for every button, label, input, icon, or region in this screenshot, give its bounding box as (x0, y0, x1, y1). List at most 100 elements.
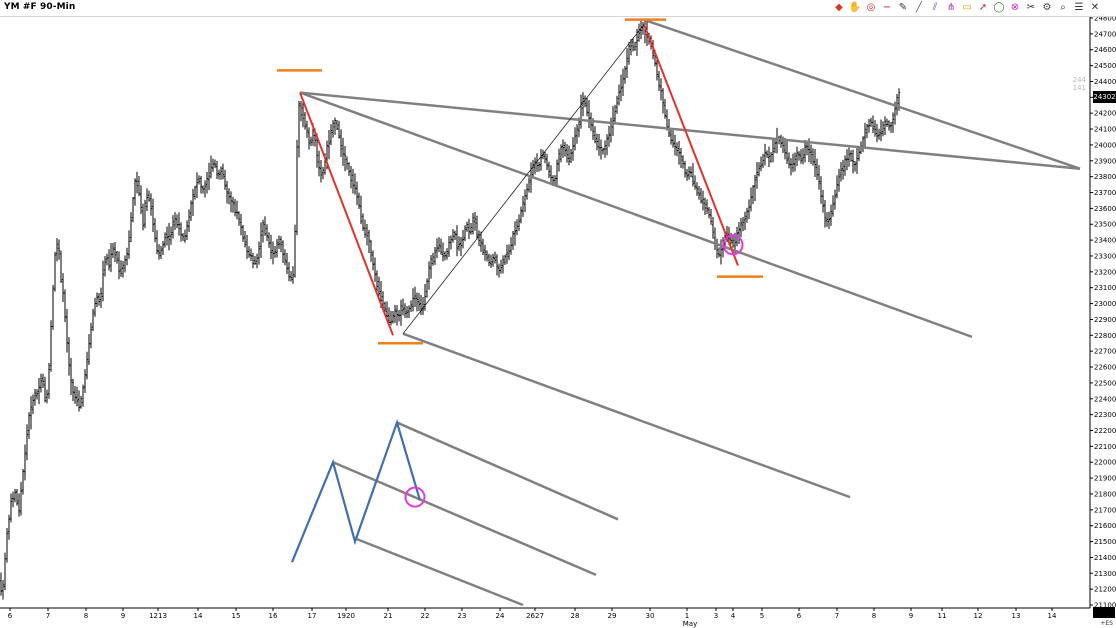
faint-price-label-top: 244 (1072, 76, 1086, 84)
chart-icon[interactable]: ◆ (835, 2, 843, 13)
ellipse-icon[interactable]: ◯ (993, 2, 1005, 13)
ohlc-bar (35, 389, 39, 400)
ohlc-bar (761, 153, 765, 169)
ohlc-bar (571, 137, 575, 161)
ohlc-bar (25, 424, 29, 461)
y-tick-label: 22700 (1094, 348, 1116, 356)
ohlc-bar (345, 156, 349, 170)
ohlc-bar (287, 262, 291, 282)
ohlc-bar (49, 320, 53, 372)
price-bars (0, 18, 901, 600)
ohlc-bar (849, 150, 853, 162)
ohlc-bar (27, 412, 31, 439)
ohlc-bar (479, 231, 483, 252)
ohlc-bar (373, 257, 377, 282)
line-icon[interactable]: ╱ (915, 2, 923, 13)
ohlc-bar (347, 162, 351, 176)
fork-ray (332, 461, 597, 577)
ohlc-bar (293, 224, 297, 278)
circle-x-icon[interactable]: ⊗ (1010, 2, 1020, 13)
ohlc-bar (703, 197, 707, 216)
x-tick-label: 24 (496, 612, 505, 620)
ohlc-bar (185, 220, 189, 241)
ohlc-bar (39, 373, 43, 393)
ohlc-bar (787, 152, 791, 169)
ohlc-bar (233, 198, 237, 217)
ohlc-bar (527, 177, 531, 193)
y-tick-label: 24000 (1094, 141, 1116, 149)
ohlc-bar (621, 68, 625, 97)
y-tick-label: 22100 (1094, 443, 1116, 451)
x-tick-label: 14 (194, 612, 203, 620)
expand-button[interactable] (1104, 607, 1115, 618)
arrow-icon[interactable]: ➚ (978, 2, 988, 13)
ohlc-bar (521, 195, 525, 217)
menu-icon[interactable]: ☰ (1074, 2, 1084, 13)
parallel-line-icon[interactable]: ⫽ (932, 2, 938, 13)
hand-icon[interactable]: ✋ (848, 2, 862, 13)
ohlc-bar (631, 38, 635, 52)
ohlc-bar (857, 147, 861, 162)
ohlc-bar (487, 253, 491, 267)
rectangle-icon[interactable]: ▭ (962, 2, 972, 13)
ohlc-bar (669, 129, 673, 145)
ohlc-bar (763, 143, 767, 166)
ohlc-bar (817, 165, 821, 190)
ohlc-bar (757, 162, 761, 177)
ohlc-bar (341, 137, 345, 166)
ohlc-bar (851, 149, 855, 174)
ohlc-bar (447, 236, 451, 257)
ohlc-bar (515, 219, 519, 236)
ohlc-bar (125, 247, 129, 266)
fork-icon[interactable]: ⋔ (946, 2, 956, 13)
ohlc-bar (627, 42, 631, 65)
ohlc-bar (317, 150, 321, 177)
ohlc-bar (741, 216, 745, 232)
ohlc-bar (833, 189, 837, 210)
ohlc-bar (225, 180, 229, 204)
scale-button[interactable] (1093, 607, 1104, 618)
ohlc-bar (275, 239, 279, 258)
ohlc-bar (803, 139, 807, 163)
ohlc-bar (367, 229, 371, 254)
y-tick-label: 23800 (1094, 173, 1116, 181)
ohlc-bar (129, 212, 133, 243)
ohlc-bar (415, 292, 419, 312)
zoom-icon[interactable]: ⌕ (1060, 2, 1066, 13)
tools-icon[interactable]: ✂ (1026, 2, 1036, 13)
ohlc-bar (641, 22, 645, 35)
pencil-icon[interactable]: ✎ (898, 2, 908, 13)
y-tick-label: 22600 (1094, 364, 1116, 372)
ohlc-bar (643, 20, 647, 44)
ohlc-bar (465, 221, 469, 232)
settings-icon[interactable]: ⚙ (1042, 2, 1052, 13)
ohlc-bar (839, 162, 843, 182)
ohlc-bar (409, 300, 413, 312)
x-tick-label: 2627 (526, 612, 544, 620)
minus-icon[interactable]: − (882, 2, 892, 13)
ohlc-bar (501, 255, 505, 274)
ohlc-bar (181, 233, 185, 241)
ohlc-bar (623, 65, 627, 84)
ohlc-bar (599, 139, 603, 160)
ohlc-bar (491, 253, 495, 267)
circle-target-icon[interactable]: ◎ (866, 2, 876, 13)
ohlc-bar (269, 234, 273, 260)
ohlc-bar (149, 193, 153, 216)
faint-price-label-bottom: 141 (1072, 84, 1086, 92)
ohlc-bar (835, 175, 839, 199)
x-tick-label: 28 (571, 612, 580, 620)
ohlc-bar (813, 149, 817, 177)
ohlc-bar (429, 254, 433, 279)
y-tick-label: 23300 (1094, 252, 1116, 260)
ohlc-bar (135, 171, 139, 194)
ohlc-bar (69, 357, 73, 396)
drawing-toolbar: ◆ ✋ ◎ − ✎ ╱ ⫽ ⋔ ▭ ➚ ◯ ⊗ ✂ ⚙ ⌕ ☰ ✕ (832, 1, 1102, 15)
ohlc-bar (33, 388, 37, 406)
close-icon[interactable]: ✕ (1090, 2, 1100, 13)
ohlc-bar (867, 118, 871, 133)
x-tick-label: 5 (760, 612, 764, 620)
y-tick-label: 21900 (1094, 475, 1116, 483)
ohlc-bar (105, 253, 109, 266)
